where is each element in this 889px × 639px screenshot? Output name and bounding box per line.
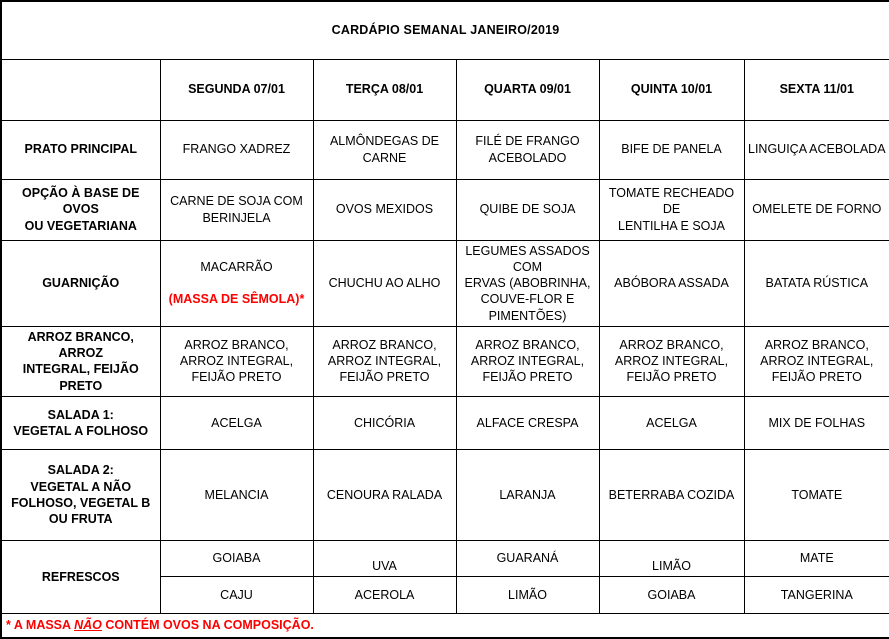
cell-refrescos1-wednesday: GUARANÁ bbox=[455, 539, 600, 577]
row-salada1: SALADA 1: VEGETAL A FOLHOSO ACELGA CHICÓ… bbox=[0, 395, 889, 450]
row-header-salada1: SALADA 1: VEGETAL A FOLHOSO bbox=[0, 395, 161, 450]
cell-prato-principal-wednesday: FILÉ DE FRANGO ACEBOLADO bbox=[455, 119, 600, 180]
cell-salada2-monday: MELANCIA bbox=[159, 448, 314, 541]
cell-salada2-wednesday: LARANJA bbox=[455, 448, 600, 541]
cell-prato-principal-friday: LINGUIÇA ACEBOLADA bbox=[743, 119, 889, 180]
cell-refrescos1-tuesday: UVA bbox=[312, 539, 457, 577]
cell-salada1-thursday: ACELGA bbox=[598, 395, 745, 450]
row-arroz-feijao: ARROZ BRANCO, ARROZ INTEGRAL, FEIJÃO PRE… bbox=[0, 325, 889, 397]
cell-prato-principal-monday: FRANGO XADREZ bbox=[159, 119, 314, 180]
footnote-row: * A MASSA NÃO CONTÉM OVOS NA COMPOSIÇÃO. bbox=[0, 612, 889, 639]
cell-opcao-thursday: TOMATE RECHEADO DE LENTILHA E SOJA bbox=[598, 178, 745, 241]
cell-opcao-tuesday: OVOS MEXIDOS bbox=[312, 178, 457, 241]
footnote: * A MASSA NÃO CONTÉM OVOS NA COMPOSIÇÃO. bbox=[0, 612, 889, 639]
row-opcao-ovos-vegetariana: OPÇÃO À BASE DE OVOS OU VEGETARIANA CARN… bbox=[0, 178, 889, 241]
day-header-friday: SEXTA 11/01 bbox=[743, 58, 889, 121]
cell-refrescos2-monday: CAJU bbox=[159, 575, 314, 614]
corner-cell bbox=[0, 58, 161, 121]
cell-salada2-thursday: BETERRABA COZIDA bbox=[598, 448, 745, 541]
footnote-emphasis: NÃO bbox=[74, 618, 102, 633]
cell-arroz-monday: ARROZ BRANCO, ARROZ INTEGRAL, FEIJÃO PRE… bbox=[159, 325, 314, 397]
cell-opcao-monday: CARNE DE SOJA COM BERINJELA bbox=[159, 178, 314, 241]
cell-guarnicao-friday: BATATA RÚSTICA bbox=[743, 239, 889, 327]
cell-arroz-wednesday: ARROZ BRANCO, ARROZ INTEGRAL, FEIJÃO PRE… bbox=[455, 325, 600, 397]
day-header-thursday: QUINTA 10/01 bbox=[598, 58, 745, 121]
cell-arroz-friday: ARROZ BRANCO, ARROZ INTEGRAL, FEIJÃO PRE… bbox=[743, 325, 889, 397]
cell-salada1-wednesday: ALFACE CRESPA bbox=[455, 395, 600, 450]
footnote-prefix: * A MASSA bbox=[6, 618, 75, 633]
cell-refrescos1-monday: GOIABA bbox=[159, 539, 314, 577]
cell-opcao-wednesday: QUIBE DE SOJA bbox=[455, 178, 600, 241]
cell-prato-principal-thursday: BIFE DE PANELA bbox=[598, 119, 745, 180]
day-header-row: SEGUNDA 07/01 TERÇA 08/01 QUARTA 09/01 Q… bbox=[0, 58, 889, 121]
cell-opcao-friday: OMELETE DE FORNO bbox=[743, 178, 889, 241]
cell-arroz-thursday: ARROZ BRANCO, ARROZ INTEGRAL, FEIJÃO PRE… bbox=[598, 325, 745, 397]
row-salada2: SALADA 2: VEGETAL A NÃO FOLHOSO, VEGETAL… bbox=[0, 448, 889, 541]
row-header-salada2: SALADA 2: VEGETAL A NÃO FOLHOSO, VEGETAL… bbox=[0, 448, 161, 541]
cell-refrescos2-wednesday: LIMÃO bbox=[455, 575, 600, 614]
day-header-wednesday: QUARTA 09/01 bbox=[455, 58, 600, 121]
cell-refrescos2-tuesday: ACEROLA bbox=[312, 575, 457, 614]
row-guarnicao: GUARNIÇÃO MACARRÃO (MASSA DE SÊMOLA)* CH… bbox=[0, 239, 889, 327]
cell-refrescos2-thursday: GOIABA bbox=[598, 575, 745, 614]
row-header-opcao-ovos-vegetariana: OPÇÃO À BASE DE OVOS OU VEGETARIANA bbox=[0, 178, 161, 241]
menu-title: CARDÁPIO SEMANAL JANEIRO/2019 bbox=[0, 0, 889, 60]
cell-refrescos1-thursday: LIMÃO bbox=[598, 539, 745, 577]
cell-refrescos2-friday: TANGERINA bbox=[743, 575, 889, 614]
cell-guarnicao-tuesday: CHUCHU AO ALHO bbox=[312, 239, 457, 327]
cell-salada1-tuesday: CHICÓRIA bbox=[312, 395, 457, 450]
guarnicao-monday-main: MACARRÃO bbox=[200, 259, 273, 274]
cell-salada2-tuesday: CENOURA RALADA bbox=[312, 448, 457, 541]
day-header-monday: SEGUNDA 07/01 bbox=[159, 58, 314, 121]
row-header-prato-principal: PRATO PRINCIPAL bbox=[0, 119, 161, 180]
cell-guarnicao-wednesday: LEGUMES ASSADOS COM ERVAS (ABOBRINHA, CO… bbox=[455, 239, 600, 327]
row-header-guarnicao: GUARNIÇÃO bbox=[0, 239, 161, 327]
row-refrescos-2: CAJU ACEROLA LIMÃO GOIABA TANGERINA bbox=[1, 575, 889, 614]
day-header-tuesday: TERÇA 08/01 bbox=[312, 58, 457, 121]
footnote-suffix: CONTÉM OVOS NA COMPOSIÇÃO. bbox=[101, 618, 314, 633]
cell-salada1-monday: ACELGA bbox=[159, 395, 314, 450]
cell-guarnicao-thursday: ABÓBORA ASSADA bbox=[598, 239, 745, 327]
row-header-arroz-feijao: ARROZ BRANCO, ARROZ INTEGRAL, FEIJÃO PRE… bbox=[0, 325, 161, 397]
cell-guarnicao-monday: MACARRÃO (MASSA DE SÊMOLA)* bbox=[159, 239, 314, 327]
cell-prato-principal-tuesday: ALMÔNDEGAS DE CARNE bbox=[312, 119, 457, 180]
row-refrescos-1: REFRESCOS GOIABA UVA GUARANÁ LIMÃO MATE bbox=[0, 539, 889, 614]
cell-refrescos1-friday: MATE bbox=[743, 539, 889, 577]
row-header-refrescos: REFRESCOS bbox=[0, 539, 161, 614]
row-prato-principal: PRATO PRINCIPAL FRANGO XADREZ ALMÔNDEGAS… bbox=[0, 119, 889, 180]
cell-arroz-tuesday: ARROZ BRANCO, ARROZ INTEGRAL, FEIJÃO PRE… bbox=[312, 325, 457, 397]
cell-salada1-friday: MIX DE FOLHAS bbox=[743, 395, 889, 450]
title-row: CARDÁPIO SEMANAL JANEIRO/2019 bbox=[0, 0, 889, 60]
cell-salada2-friday: TOMATE bbox=[743, 448, 889, 541]
guarnicao-monday-note: (MASSA DE SÊMOLA)* bbox=[168, 292, 305, 307]
